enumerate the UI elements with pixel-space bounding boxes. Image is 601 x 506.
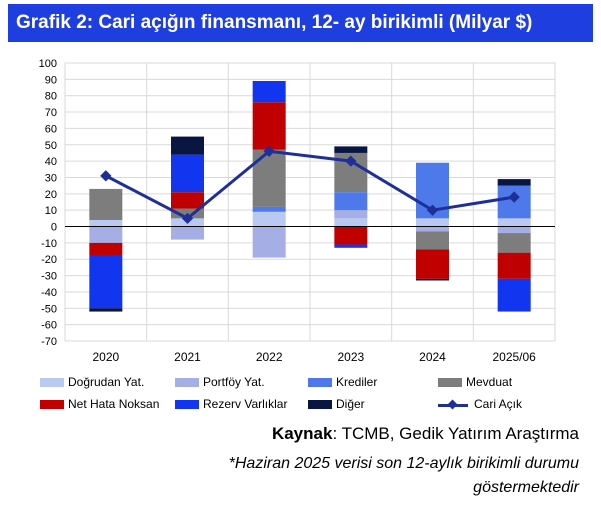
bar-segment xyxy=(334,218,368,227)
x-tick-label: 2020 xyxy=(92,350,119,364)
x-tick-label: 2022 xyxy=(256,350,283,364)
legend-label: Mevduat xyxy=(466,375,513,389)
bar-segment xyxy=(497,179,531,186)
y-tick-label: 90 xyxy=(45,74,57,86)
bar-segment xyxy=(252,149,286,207)
bar-segment xyxy=(252,206,286,212)
bar-segment xyxy=(497,278,531,312)
legend-swatch xyxy=(40,378,64,387)
source-label: Kaynak xyxy=(271,424,333,443)
bar-segment xyxy=(416,249,449,279)
y-tick-label: -30 xyxy=(41,271,57,283)
legend-swatch xyxy=(40,400,64,409)
bar-segment xyxy=(252,102,286,150)
bar-segment xyxy=(334,192,368,211)
legend-label: Diğer xyxy=(336,397,365,411)
bar-segment xyxy=(252,226,286,258)
bar-segment xyxy=(497,218,531,227)
y-tick-label: 20 xyxy=(45,189,57,201)
cari-acik-point xyxy=(426,204,439,216)
y-tick-label: 70 xyxy=(45,107,57,119)
bar-segment xyxy=(89,219,123,227)
legend-label: Net Hata Noksan xyxy=(68,397,160,411)
y-tick-label: -50 xyxy=(41,303,57,315)
y-tick-label: 30 xyxy=(45,172,57,184)
y-tick-label: -70 xyxy=(41,336,57,348)
bar-segment xyxy=(334,226,368,245)
bar-segment xyxy=(171,226,204,240)
bar-segment xyxy=(252,211,286,227)
chart-title: Grafik 2: Cari açığın finansmanı, 12- ay… xyxy=(16,12,533,33)
bar-segment xyxy=(334,146,368,153)
legend-swatch xyxy=(175,400,199,409)
x-tick-label: 2023 xyxy=(337,350,364,364)
footnote: *Haziran 2025 verisi son 12-aylık biriki… xyxy=(228,455,579,496)
chart-title-bar: Grafik 2: Cari açığın finansmanı, 12- ay… xyxy=(8,4,593,42)
cari-acik-point xyxy=(263,145,275,157)
y-tick-label: 0 xyxy=(51,222,57,234)
bar-segment xyxy=(497,252,531,279)
legend-label: Doğrudan Yat. xyxy=(68,375,145,389)
bar-segment xyxy=(497,226,531,234)
bar-segment xyxy=(89,255,123,309)
bar-segment xyxy=(171,192,204,209)
x-tick-label: 2024 xyxy=(419,350,446,364)
bar-segment xyxy=(171,136,204,155)
y-tick-label: -40 xyxy=(41,287,57,299)
bar-segment xyxy=(89,226,123,243)
x-tick-label: 2025/06 xyxy=(492,350,536,364)
bar-segment xyxy=(334,210,368,219)
y-tick-label: 80 xyxy=(45,91,57,103)
y-tick-label: 60 xyxy=(45,123,57,135)
bar-segment xyxy=(416,231,449,250)
y-tick-label: -20 xyxy=(41,254,57,266)
legend: Doğrudan Yat. Portföy Yat. Krediler Mevd… xyxy=(40,374,600,418)
bar-segment xyxy=(416,218,449,227)
legend-swatch xyxy=(175,378,199,387)
legend-label: Portföy Yat. xyxy=(203,375,265,389)
legend-line-swatch xyxy=(438,404,468,407)
y-tick-label: 10 xyxy=(45,205,57,217)
bar-segment xyxy=(89,308,123,312)
x-tick-label: 2021 xyxy=(174,350,201,364)
y-tick-label: -10 xyxy=(41,238,57,250)
bar-segment xyxy=(416,278,449,281)
legend-label: Rezerv Varlıklar xyxy=(203,397,288,411)
bar-segment xyxy=(89,242,123,256)
chart-plot: -70 -60 -50 -40 -30 -20 -10 0 10 20 30 40 50 60 70 80 90… xyxy=(39,58,556,364)
legend-swatch xyxy=(308,400,332,409)
y-tick-label: -60 xyxy=(41,320,57,332)
source-value: : TCMB, Gedik Yatırım Araştırma xyxy=(332,424,579,443)
bar-segment xyxy=(252,80,286,103)
bar-segment xyxy=(89,188,123,220)
legend-label: Cari Açık xyxy=(474,397,523,411)
cari-acik-point xyxy=(100,170,112,182)
legend-label: Krediler xyxy=(336,375,378,389)
y-tick-label: 40 xyxy=(45,156,57,168)
cari-acik-point xyxy=(181,212,194,225)
y-tick-label: 100 xyxy=(39,58,57,70)
cari-acik-line xyxy=(105,149,515,221)
source-text: Kaynak: TCMB, Gedik Yatırım Araştırma xyxy=(272,424,579,444)
bar-segment xyxy=(497,233,531,253)
y-tick-label: 50 xyxy=(45,140,57,152)
bar-segment xyxy=(171,154,204,193)
bar-segment xyxy=(334,244,368,248)
legend-swatch xyxy=(308,378,332,387)
bar-segment xyxy=(416,226,449,232)
legend-swatch xyxy=(438,378,462,387)
